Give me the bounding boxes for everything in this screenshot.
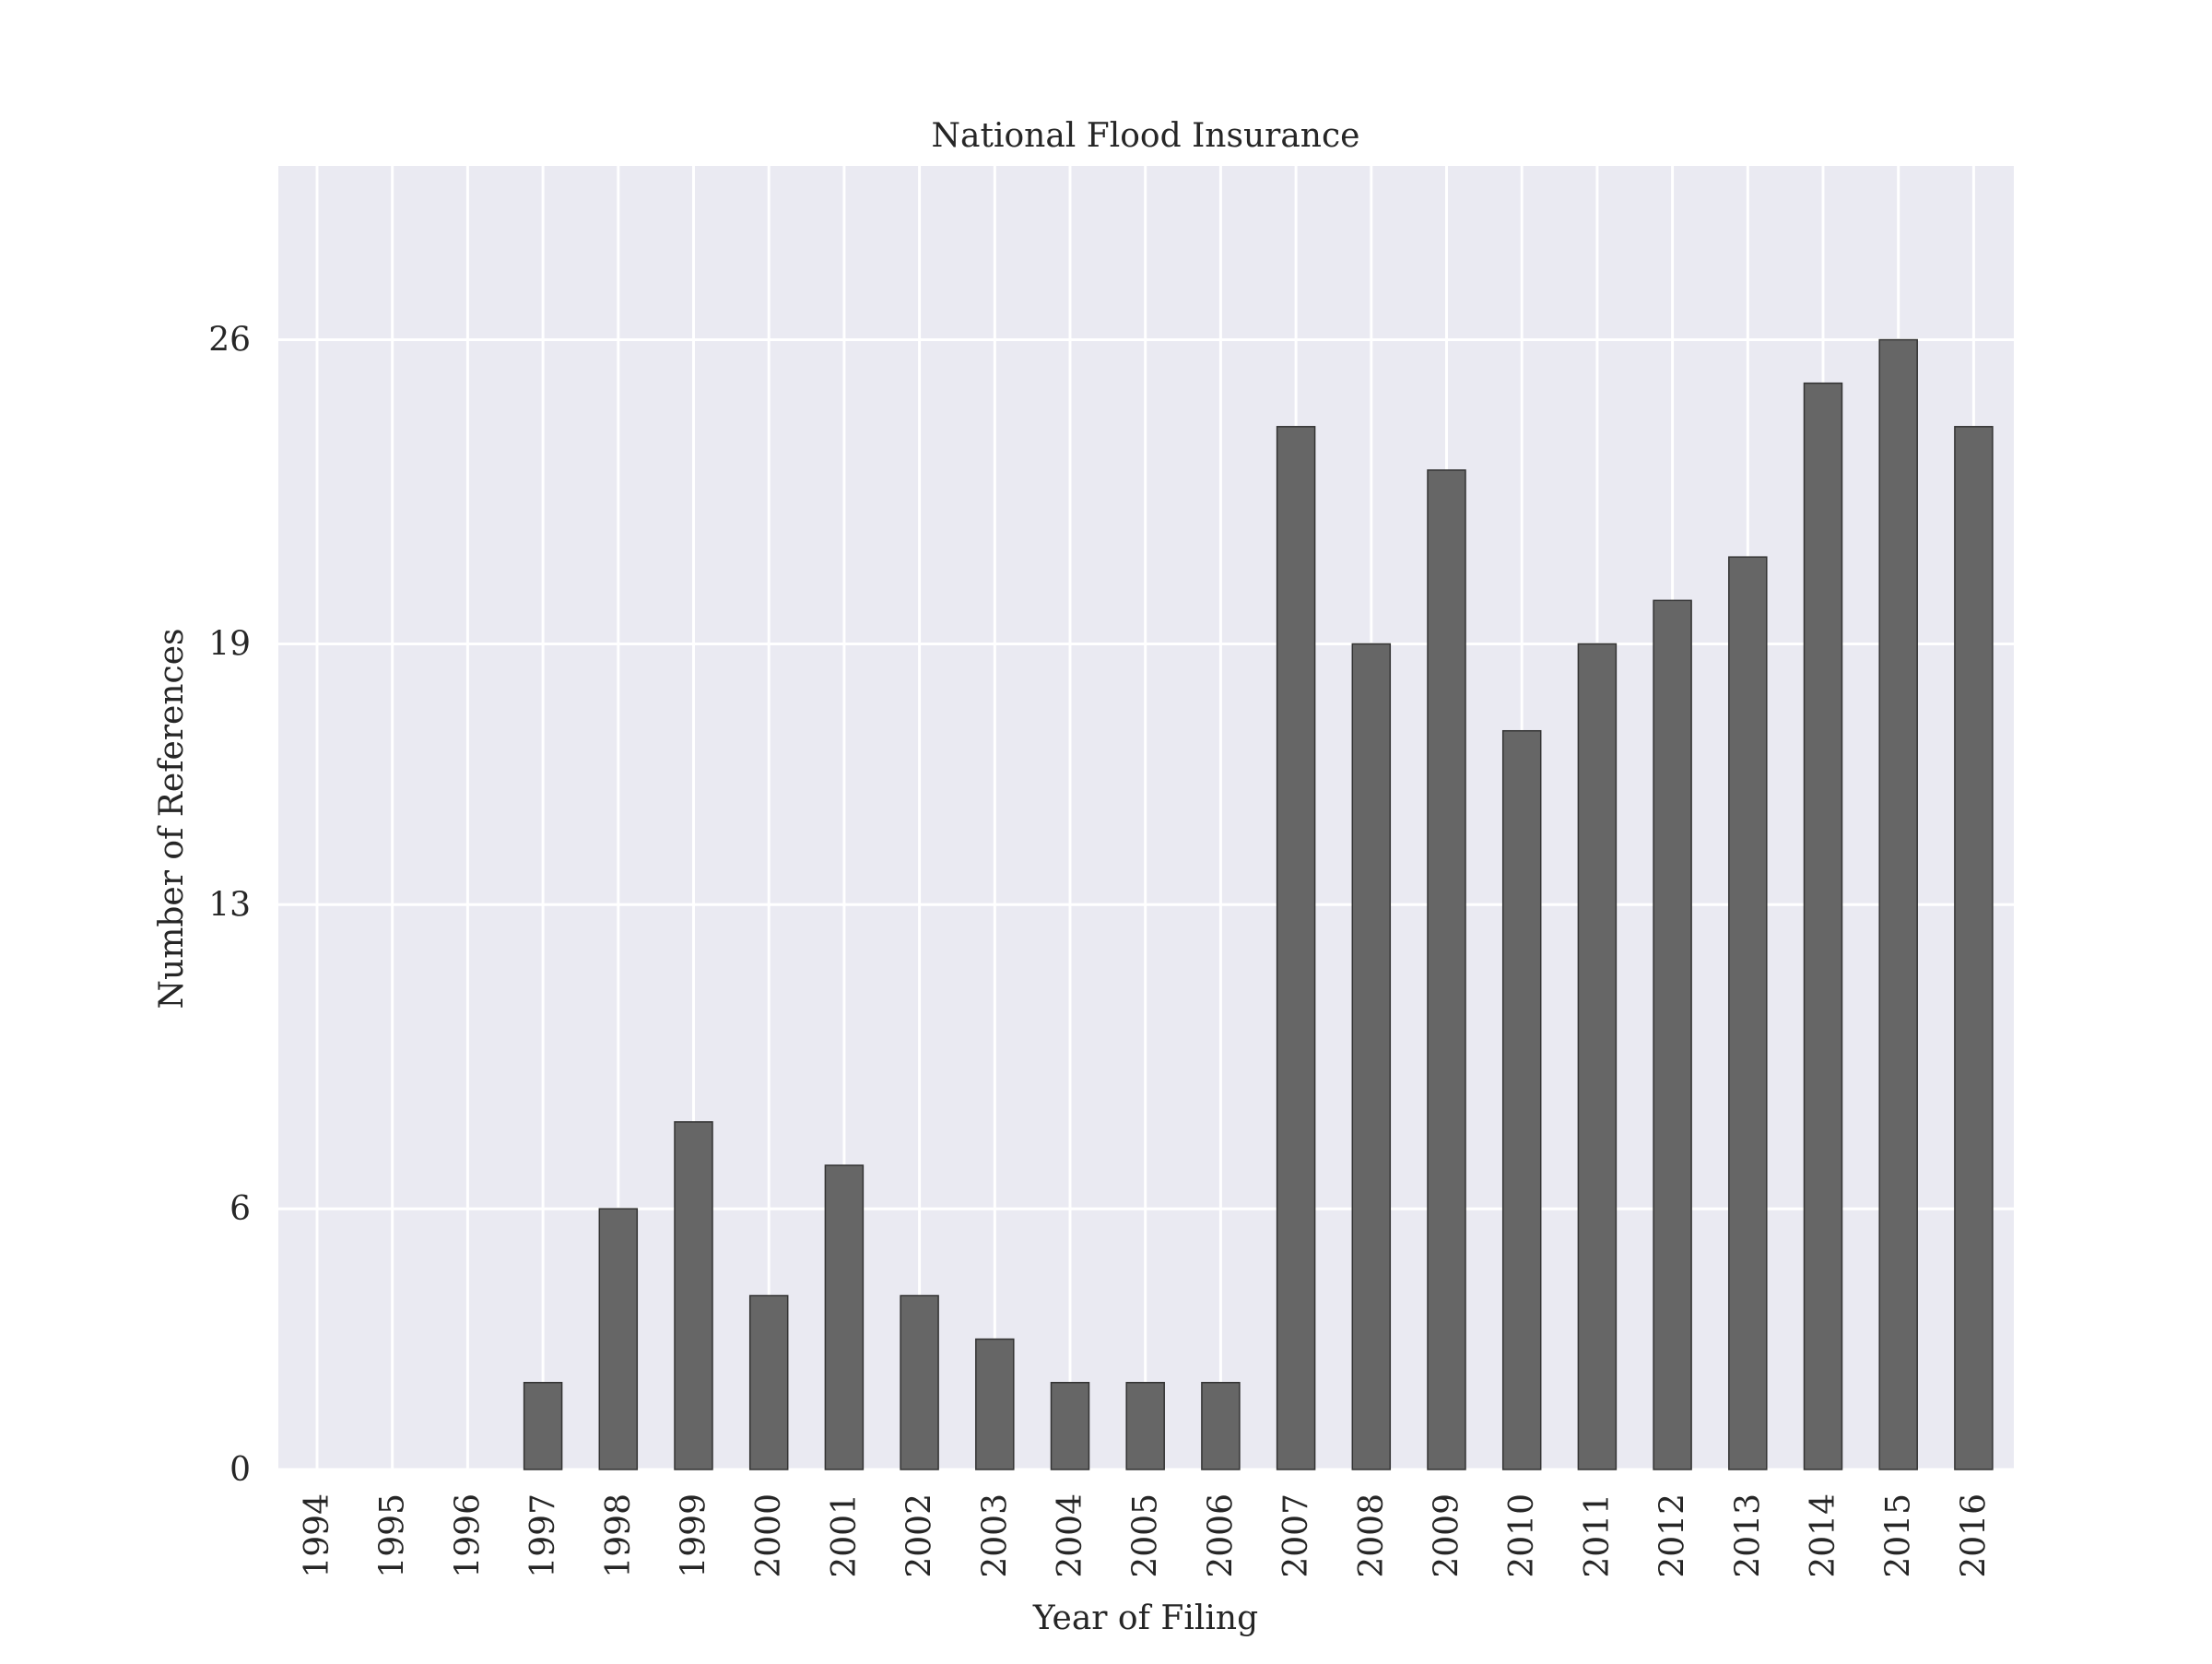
x-tick-label: 1996 [449,1493,487,1578]
bar-1998 [598,1208,639,1470]
bar-2004 [1050,1381,1090,1470]
y-tick-label: 0 [229,1451,251,1489]
x-tick-labels: 1994 1995 1996 1997 1998 1999 2000 2001 2002 2003… [299,1493,1993,1578]
x-tick-label: 2012 [1654,1493,1692,1578]
bar-2011 [1577,643,1618,1470]
x-axis-label: Year of Filing [1032,1599,1258,1637]
x-tick-label: 2014 [1805,1493,1842,1578]
bar-2016 [1954,426,1994,1470]
bar-2002 [900,1294,939,1470]
x-tick-label: 2015 [1880,1493,1918,1578]
bars [523,338,1994,1470]
bar-2008 [1351,643,1392,1470]
y-tick-labels: 0 6 13 19 26 [208,322,251,1489]
y-axis-label: Number of References [153,629,191,1009]
y-tick-label: 13 [208,886,251,924]
x-tick-label: 2001 [826,1493,864,1578]
x-tick-label: 2002 [901,1493,939,1578]
bar-2009 [1427,469,1466,1470]
x-tick-label: 2008 [1353,1493,1391,1578]
y-tick-label: 26 [208,322,251,360]
bar-2001 [824,1164,865,1470]
x-tick-label: 2013 [1729,1493,1767,1578]
x-tick-label: 2003 [976,1493,1014,1578]
bar-2005 [1125,1381,1165,1470]
y-tick-label: 19 [208,625,251,663]
bar-2010 [1501,729,1542,1470]
bar-1997 [523,1381,563,1470]
x-tick-label: 2016 [1955,1493,1993,1578]
bar-2006 [1201,1381,1241,1470]
bar-2012 [1653,599,1692,1470]
bar-2015 [1878,338,1918,1470]
x-tick-label: 1997 [524,1493,562,1578]
x-tick-label: 2007 [1277,1493,1315,1578]
bar-2013 [1728,556,1768,1470]
x-tick-label: 2006 [1202,1493,1240,1578]
bar-2003 [975,1338,1015,1470]
x-tick-label: 2004 [1052,1493,1089,1578]
x-tick-label: 2010 [1503,1493,1541,1578]
x-tick-label: 2011 [1579,1493,1617,1578]
bar-2000 [748,1294,789,1470]
x-tick-label: 2005 [1127,1493,1165,1578]
bar-1999 [674,1121,713,1470]
x-tick-label: 2000 [750,1493,788,1578]
x-tick-label: 1995 [374,1493,412,1578]
y-tick-label: 6 [229,1190,251,1228]
x-tick-label: 1994 [299,1493,336,1578]
bar-2007 [1276,426,1316,1470]
x-tick-label: 1998 [600,1493,638,1578]
chart-title: National Flood Insurance [932,117,1360,155]
x-tick-label: 2009 [1429,1493,1466,1578]
x-tick-label: 1999 [676,1493,713,1578]
bar-2014 [1803,382,1843,1470]
